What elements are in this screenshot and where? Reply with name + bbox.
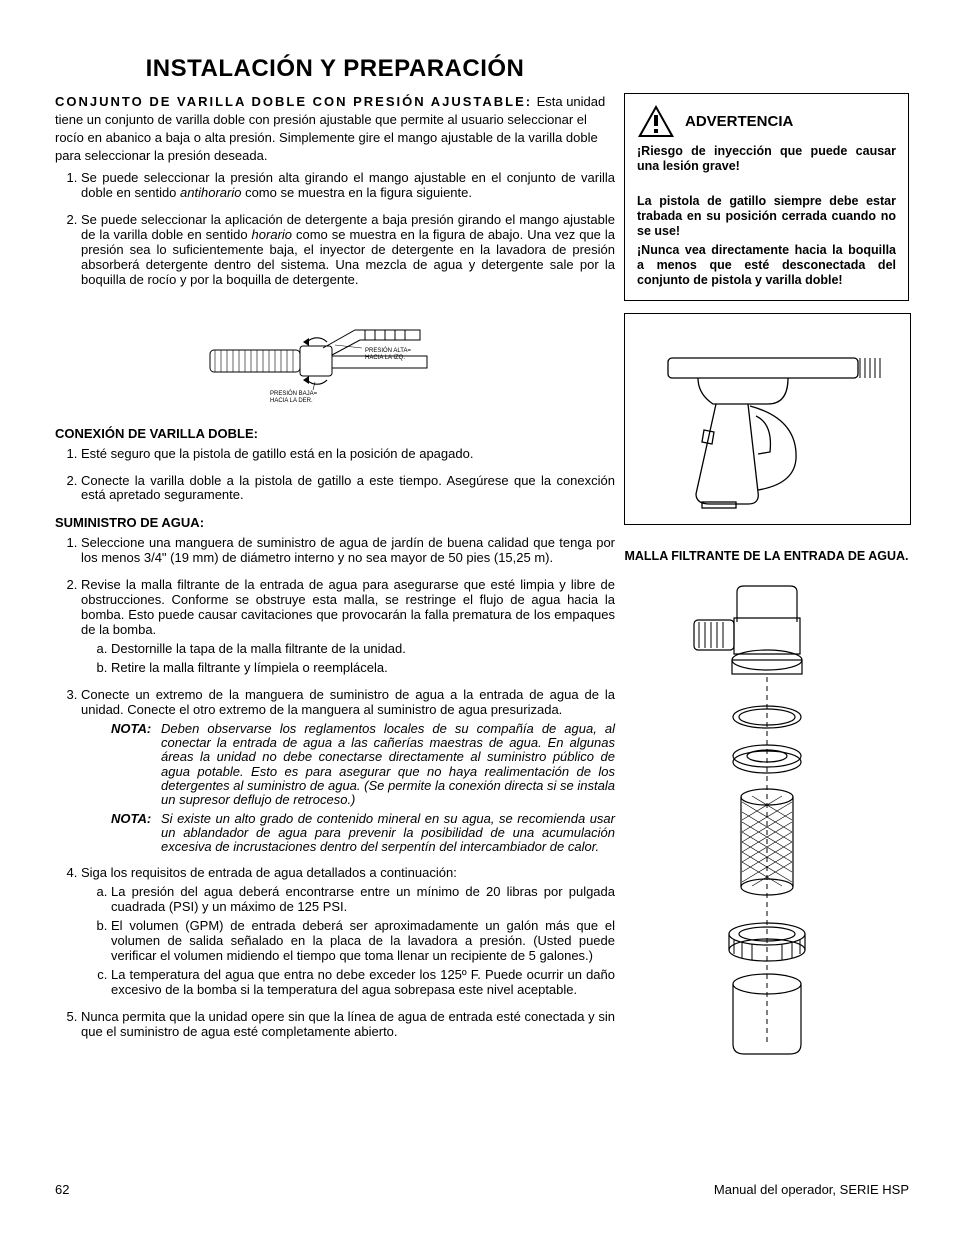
section3-item1: Seleccione una manguera de suministro de…	[81, 536, 615, 566]
section1-item2: Se puede seleccionar la aplicación de de…	[81, 213, 615, 288]
svg-text:HACIA LA IZQ.: HACIA LA IZQ.	[365, 355, 405, 361]
filter-title: MALLA FILTRANTE DE LA ENTRADA DE AGUA.	[624, 549, 909, 564]
page-footer: 62 Manual del operador, SERIE HSP	[55, 1182, 909, 1197]
label-high-pressure: PRESIÓN ALTA=	[365, 347, 411, 354]
section3-item2: Revise la malla filtrante de la entrada …	[81, 578, 615, 676]
footer-right: Manual del operador, SERIE HSP	[714, 1182, 909, 1197]
side-column: ADVERTENCIA ¡Riesgo de inyección que pue…	[624, 93, 909, 1062]
warning-title: ADVERTENCIA	[685, 113, 793, 130]
section2-item1: Esté seguro que la pistola de gatillo es…	[81, 447, 615, 462]
section3-item4-sublist: La presión del agua deberá encontrarse e…	[81, 885, 615, 998]
section2-item2: Conecte la varilla doble a la pistola de…	[81, 474, 615, 504]
section3-item5: Nunca permita que la unidad opere sin qu…	[81, 1010, 615, 1040]
section1-list: Se puede seleccionar la presión alta gir…	[55, 171, 615, 288]
trigger-gun-diagram-box	[624, 313, 911, 525]
section2-list: Esté seguro que la pistola de gatillo es…	[55, 447, 615, 504]
warning-line2: La pistola de gatillo siempre debe estar…	[637, 194, 896, 239]
section-connection: CONEXIÓN DE VARILLA DOBLE: Esté seguro q…	[55, 426, 615, 504]
trigger-gun-diagram	[638, 324, 898, 514]
nota-1: NOTA: Deben observarse los reglamentos l…	[111, 722, 615, 808]
warning-box: ADVERTENCIA ¡Riesgo de inyección que pue…	[624, 93, 909, 301]
page-number: 62	[55, 1182, 69, 1197]
section3-list: Seleccione una manguera de suministro de…	[55, 536, 615, 1039]
section3-item3: Conecte un extremo de la manguera de sum…	[81, 688, 615, 855]
section3-item4: Siga los requisitos de entrada de agua d…	[81, 866, 615, 998]
wand-diagram: PRESIÓN ALTA= HACIA LA IZQ. PRESIÓN BAJA…	[195, 300, 475, 420]
section-dual-wand: CONJUNTO DE VARILLA DOBLE CON PRESIÓN AJ…	[55, 93, 615, 420]
warning-header: ADVERTENCIA	[637, 104, 896, 138]
main-column: CONJUNTO DE VARILLA DOBLE CON PRESIÓN AJ…	[55, 93, 615, 1052]
warning-icon	[637, 104, 675, 138]
warning-line3: ¡Nunca vea directamente hacia la boquill…	[637, 243, 896, 288]
section3-heading: SUMINISTRO DE AGUA:	[55, 515, 615, 530]
section-water-supply: SUMINISTRO DE AGUA: Seleccione una mangu…	[55, 515, 615, 1039]
page-title: INSTALACIÓN Y PREPARACIÓN	[55, 55, 615, 83]
manual-page: INSTALACIÓN Y PREPARACIÓN CONJUNTO DE VA…	[0, 0, 954, 1235]
svg-text:HACIA LA DER.: HACIA LA DER.	[270, 398, 313, 404]
section1-heading: CONJUNTO DE VARILLA DOBLE CON PRESIÓN AJ…	[55, 94, 532, 109]
filter-exploded-diagram	[682, 582, 852, 1062]
label-low-pressure: PRESIÓN BAJA=	[270, 390, 318, 397]
nota-2: NOTA: Si existe un alto grado de conteni…	[111, 812, 615, 855]
section1-item1: Se puede seleccionar la presión alta gir…	[81, 171, 615, 201]
warning-line1: ¡Riesgo de inyección que puede causar un…	[637, 144, 896, 174]
section3-item2-sublist: Destornille la tapa de la malla filtrant…	[81, 642, 615, 676]
section2-heading: CONEXIÓN DE VARILLA DOBLE:	[55, 426, 615, 441]
